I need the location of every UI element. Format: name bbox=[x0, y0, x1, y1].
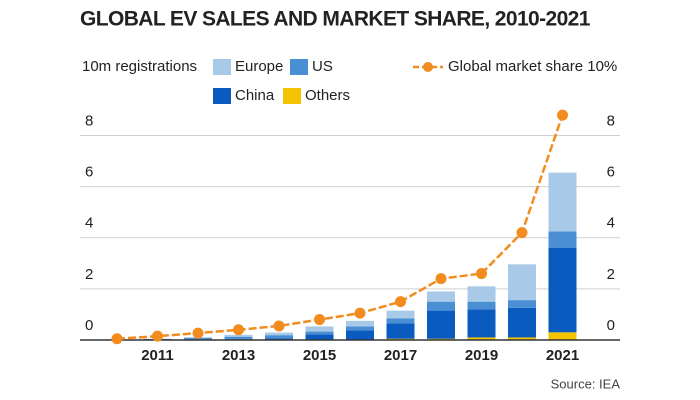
share-marker bbox=[314, 314, 325, 326]
bar-segment bbox=[346, 330, 374, 340]
bar-segment bbox=[265, 335, 293, 339]
legend-label: Global market share 10% bbox=[448, 58, 617, 75]
share-line bbox=[116, 114, 564, 340]
bar-segment bbox=[508, 300, 536, 308]
legend-swatch bbox=[213, 59, 231, 75]
y-tick-label: 4 bbox=[85, 215, 93, 232]
bar-segment bbox=[386, 310, 415, 319]
x-tick-label: 2021 bbox=[546, 347, 579, 364]
y2-tick-label: 8 bbox=[607, 113, 615, 130]
x-tick-label: 2013 bbox=[222, 347, 255, 364]
legend-label: Europe bbox=[235, 58, 283, 75]
legend-label: Others bbox=[305, 87, 350, 104]
bar-segment bbox=[346, 326, 374, 331]
y-tick-label: 2 bbox=[85, 266, 93, 283]
x-tick-label: 2017 bbox=[384, 347, 417, 364]
x-tick-label: 2011 bbox=[141, 347, 174, 364]
y2-tick-label: 0 bbox=[607, 317, 615, 334]
bar-segment bbox=[224, 334, 253, 337]
bar-segment bbox=[508, 264, 536, 301]
share-marker bbox=[354, 307, 366, 319]
bar-segment bbox=[548, 248, 577, 333]
share-marker bbox=[435, 273, 447, 285]
bar-segment bbox=[467, 301, 496, 310]
share-marker bbox=[192, 327, 204, 339]
bar-segment bbox=[224, 336, 253, 340]
share-marker bbox=[233, 324, 244, 336]
y-tick-label: 0 bbox=[85, 317, 93, 334]
bar-segment bbox=[427, 291, 455, 302]
bar-segment bbox=[467, 286, 496, 302]
bar-segment bbox=[386, 323, 415, 339]
bar-segment bbox=[305, 326, 334, 332]
share-marker bbox=[111, 333, 123, 345]
share-marker bbox=[273, 320, 285, 332]
y2-tick-label: 6 bbox=[607, 164, 615, 181]
bar-segment bbox=[427, 301, 455, 311]
bar-segment bbox=[346, 320, 374, 327]
bar-segment bbox=[467, 309, 496, 338]
bar-segment bbox=[386, 318, 415, 324]
share-marker bbox=[395, 296, 406, 308]
bar-segment bbox=[305, 331, 334, 335]
y-tick-label: 8 bbox=[85, 113, 93, 130]
bar-segment bbox=[467, 337, 496, 340]
bar-segment bbox=[427, 310, 455, 339]
share-marker bbox=[516, 227, 528, 239]
legend-swatch bbox=[283, 88, 301, 104]
legend-swatch bbox=[213, 88, 231, 104]
y2-tick-label: 2 bbox=[607, 266, 615, 283]
legend-swatch bbox=[290, 59, 308, 75]
bar-segment bbox=[265, 338, 293, 340]
bar-segment bbox=[508, 337, 536, 340]
share-marker bbox=[152, 330, 163, 342]
share-marker bbox=[557, 109, 568, 121]
legend-marker bbox=[423, 62, 433, 72]
x-tick-label: 2015 bbox=[303, 347, 336, 364]
y-axis-label: 10m registrations bbox=[82, 58, 197, 75]
legend-label: US bbox=[312, 58, 333, 75]
bar-segment bbox=[265, 332, 293, 336]
bar-segment bbox=[548, 332, 577, 340]
source: Source: IEA bbox=[551, 376, 621, 391]
legend-label: China bbox=[235, 87, 275, 104]
y2-tick-label: 4 bbox=[607, 215, 615, 232]
bar-segment bbox=[548, 172, 577, 232]
bar-segment bbox=[508, 307, 536, 338]
bar-segment bbox=[305, 334, 334, 340]
y-tick-label: 6 bbox=[85, 164, 93, 181]
x-tick-label: 2019 bbox=[465, 347, 498, 364]
share-marker bbox=[476, 268, 487, 280]
bar-segment bbox=[548, 231, 577, 248]
chart-title: GLOBAL EV SALES AND MARKET SHARE, 2010-2… bbox=[80, 8, 591, 31]
